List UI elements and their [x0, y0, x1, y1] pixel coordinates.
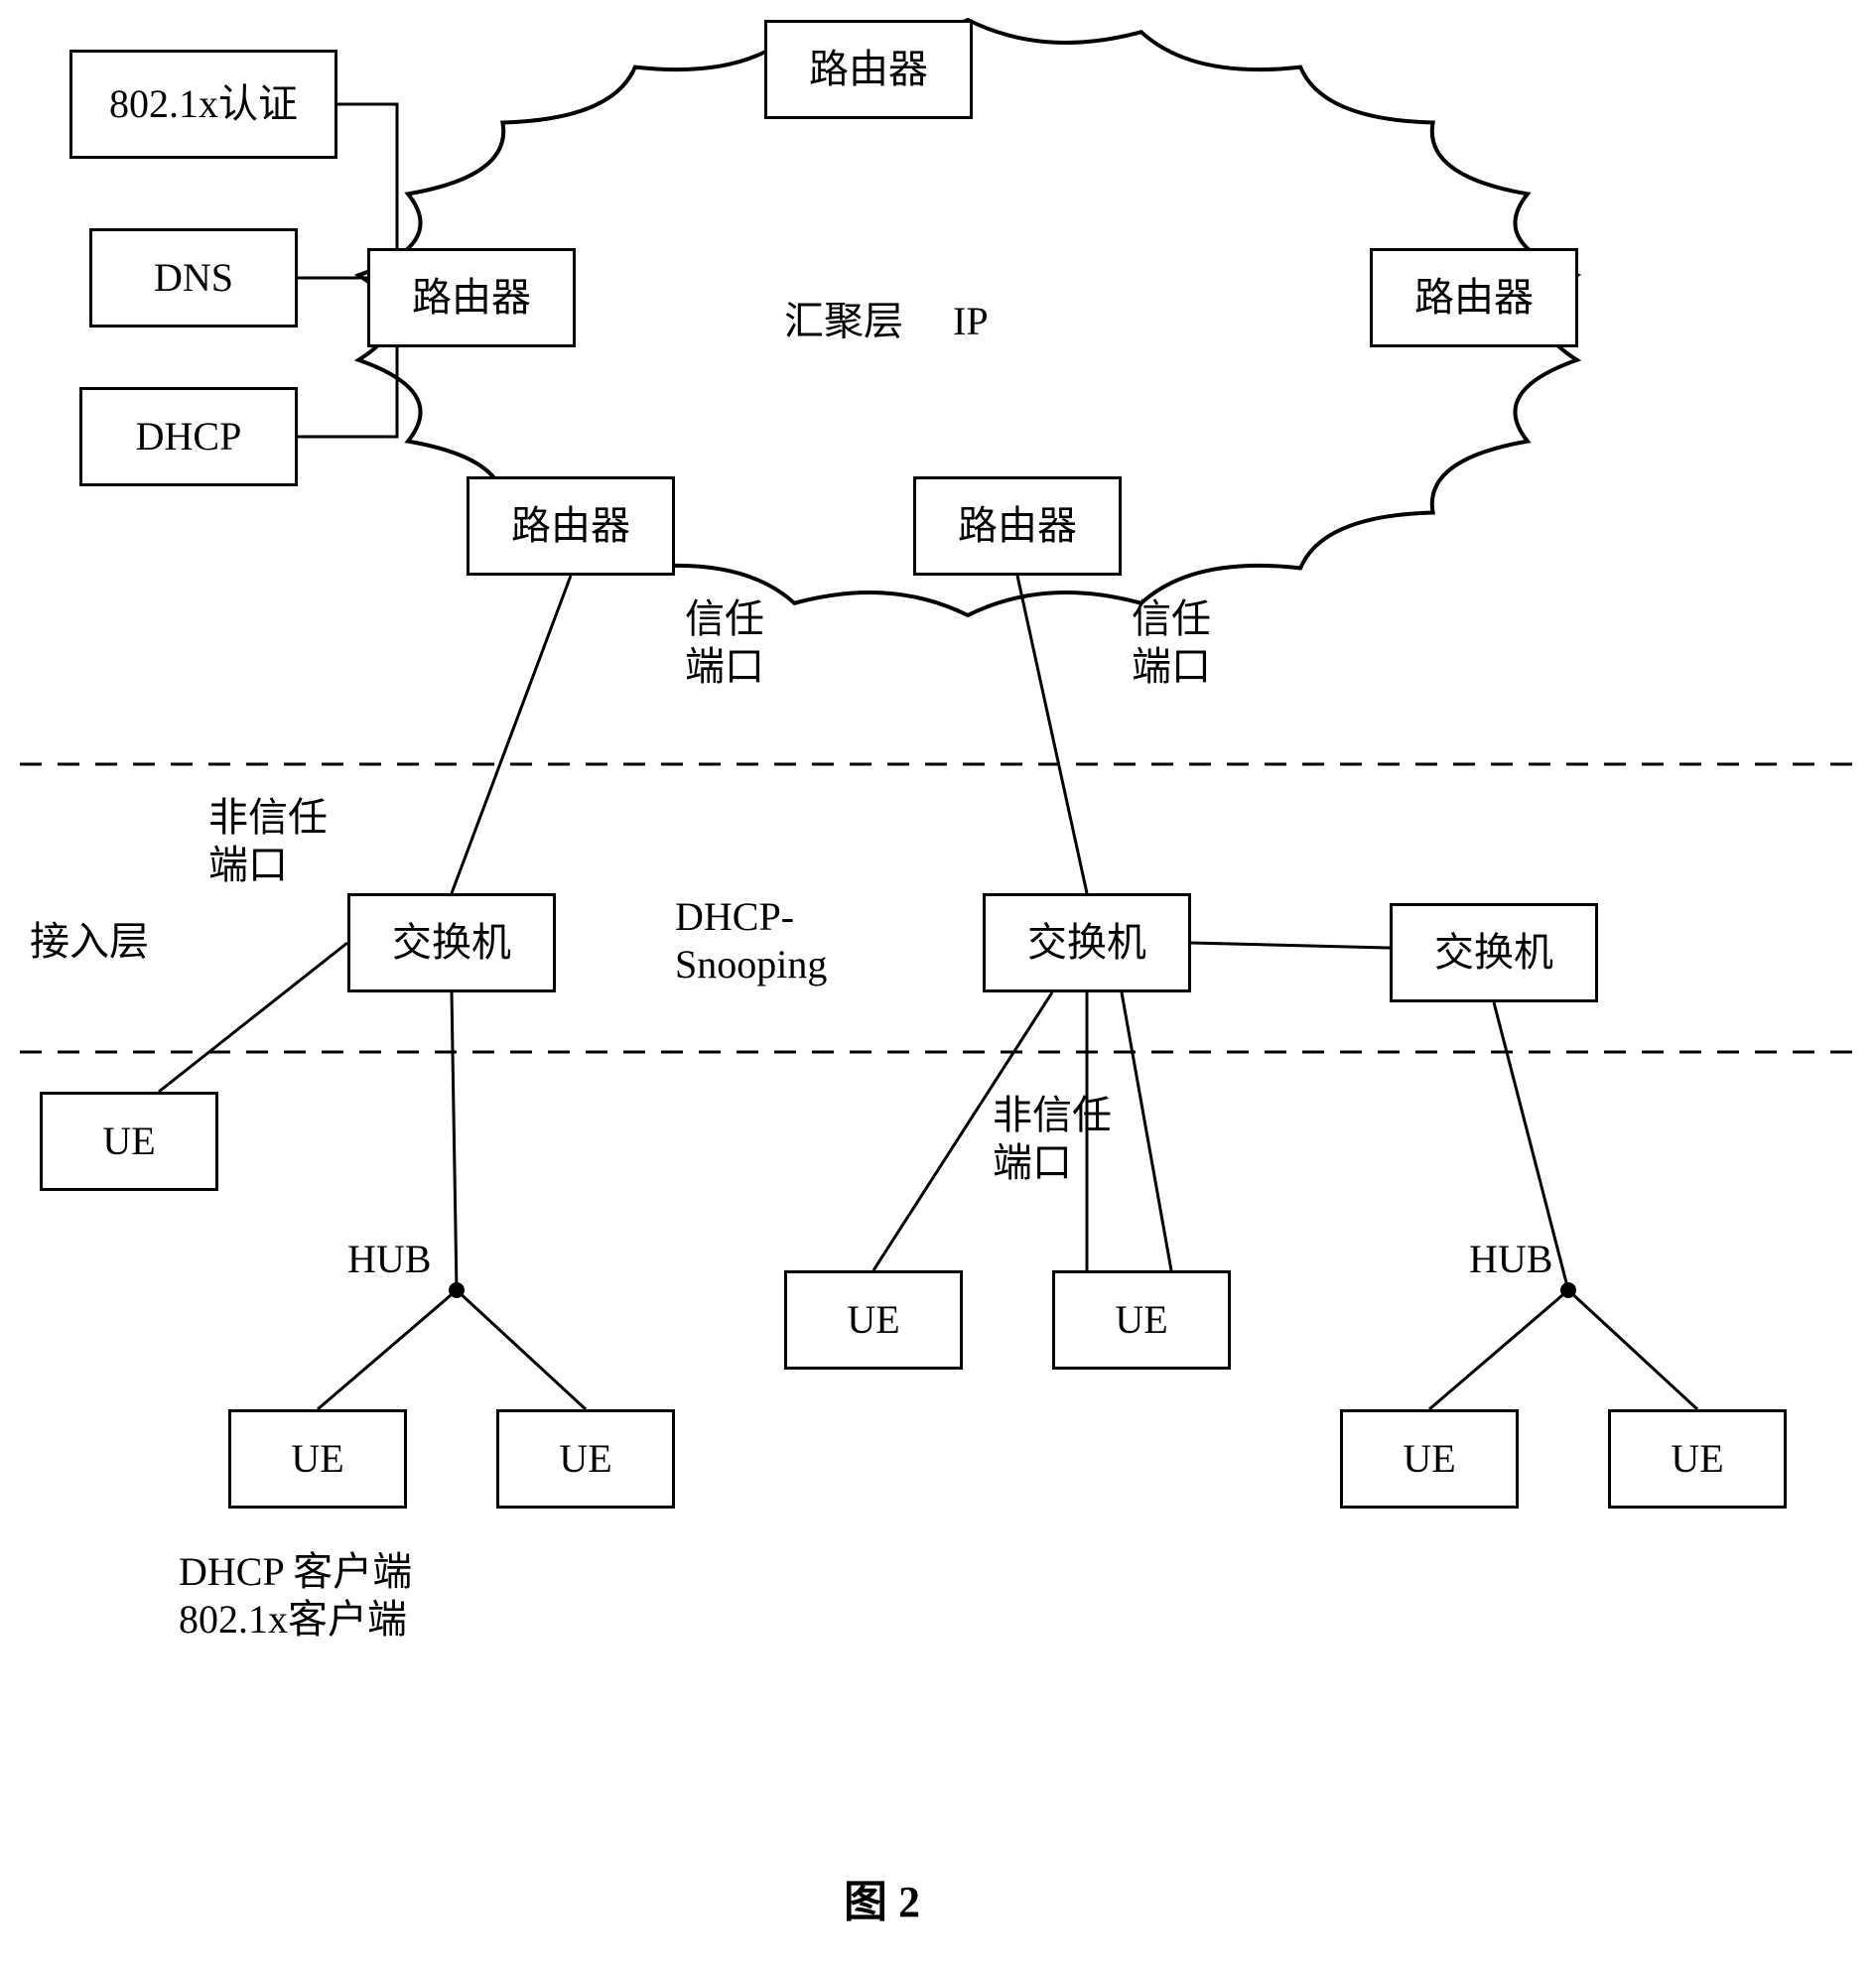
label-client: DHCP 客户端 802.1x客户端 — [179, 1548, 412, 1644]
edge-hub1-ue_bl1 — [318, 1290, 457, 1409]
label-untrust1: 非信任 端口 — [208, 794, 328, 889]
edge-hub1-ue_bl2 — [457, 1290, 586, 1409]
label-trust2: 信任 端口 — [1132, 595, 1211, 691]
node-r_bl: 路由器 — [467, 476, 675, 576]
node-r_right: 路由器 — [1370, 248, 1578, 347]
edge-sw1-ue_tl — [159, 943, 347, 1092]
node-ue_m2: UE — [1052, 1270, 1231, 1370]
edge-sw2-sw3 — [1191, 943, 1390, 948]
figure-caption: 图 2 — [844, 1866, 920, 1929]
node-r_top: 路由器 — [764, 20, 973, 119]
node-auth: 802.1x认证 — [69, 50, 337, 159]
label-untrust2: 非信任 端口 — [993, 1092, 1112, 1187]
label-snoop: DHCP- Snooping — [675, 893, 827, 988]
edge-r_bl-sw1 — [452, 576, 571, 893]
label-trust1: 信任 端口 — [685, 595, 764, 691]
edge-hub2-ue_br2 — [1568, 1290, 1697, 1409]
cloud-label: 汇聚层 IP — [784, 298, 989, 345]
node-ue_br1: UE — [1340, 1409, 1519, 1509]
edge-r_br-sw2 — [1017, 576, 1087, 893]
node-ue_m1: UE — [784, 1270, 963, 1370]
node-sw1: 交换机 — [347, 893, 556, 992]
node-r_br: 路由器 — [913, 476, 1122, 576]
edge-hub2-ue_br1 — [1429, 1290, 1568, 1409]
node-sw3: 交换机 — [1390, 903, 1598, 1002]
node-sw2: 交换机 — [983, 893, 1191, 992]
node-ue_bl1: UE — [228, 1409, 407, 1509]
label-access: 接入层 — [30, 918, 149, 966]
node-ue_br2: UE — [1608, 1409, 1787, 1509]
node-dhcp: DHCP — [79, 387, 298, 486]
node-ue_bl2: UE — [496, 1409, 675, 1509]
node-ue_tl: UE — [40, 1092, 218, 1191]
hub-dot-1 — [1560, 1282, 1576, 1298]
node-r_left: 路由器 — [367, 248, 576, 347]
hub-dot-0 — [449, 1282, 465, 1298]
node-dns: DNS — [89, 228, 298, 328]
label-hub1: HUB — [347, 1236, 431, 1283]
edge-sw1-hub1 — [452, 992, 457, 1290]
edge-sw2-ue_m2b — [1122, 992, 1171, 1270]
label-hub2: HUB — [1469, 1236, 1552, 1283]
